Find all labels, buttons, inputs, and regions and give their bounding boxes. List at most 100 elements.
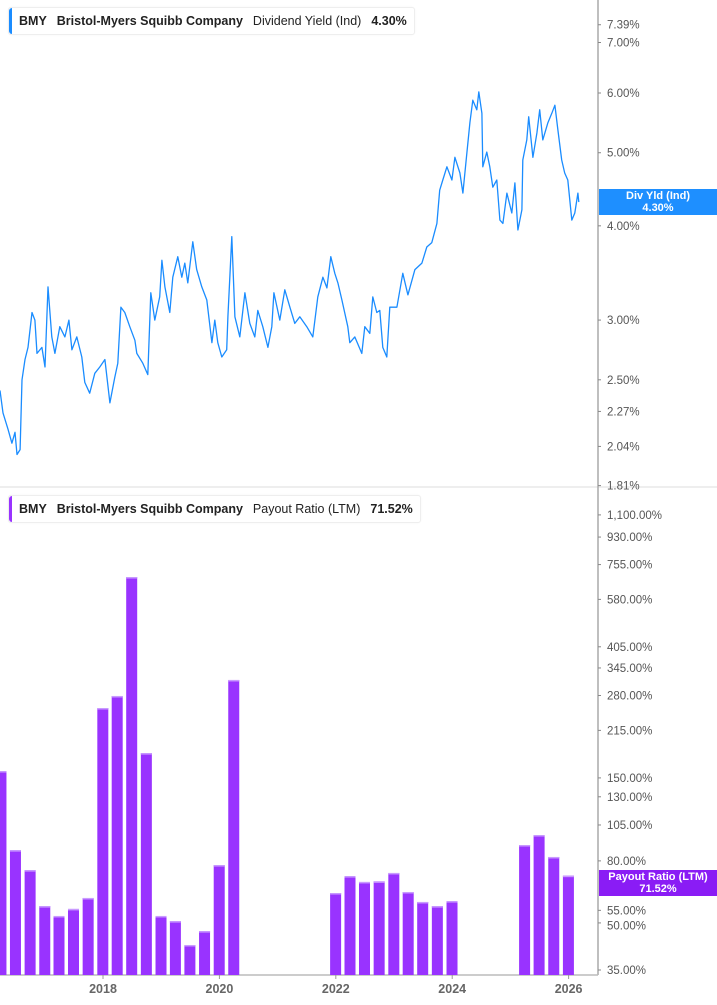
payout-ratio-bar-top [417,901,429,904]
payout-ratio-bar-top [184,944,196,947]
payout-ratio-bar-top [431,906,443,908]
payout-ratio-bar-top [82,897,94,900]
payout-ratio-bar-top [67,908,79,911]
payout-ratio-last-value-badge: Payout Ratio (LTM) 71.52% [599,870,717,896]
y-tick-label: 280.00% [607,691,652,703]
y-tick-label: 150.00% [607,773,652,785]
payout-ratio-bar [417,901,429,975]
payout-ratio-bar-top [24,870,36,872]
legend-value: 4.30% [371,14,407,28]
payout-ratio-bar [169,921,181,975]
y-tick-label: 930.00% [607,532,652,544]
y-tick-label: 5.00% [607,148,640,160]
payout-ratio-bar [562,875,574,975]
payout-ratio-bar-top [228,679,240,682]
x-tick-label: 2024 [438,982,466,996]
payout-ratio-bar [446,901,458,975]
dividend-yield-legend[interactable]: BMY Bristol-Myers Squibb Company Dividen… [8,7,415,35]
y-tick-label: 755.00% [607,560,652,572]
payout-ratio-bar-top [155,915,167,918]
payout-ratio-bar-top [126,577,138,579]
payout-ratio-bar [228,679,240,975]
y-tick-label: 4.00% [607,221,640,233]
payout-ratio-bar-top [533,835,545,837]
y-tick-label: 105.00% [607,820,652,832]
payout-ratio-bar [199,931,211,975]
legend-value: 71.52% [370,502,413,516]
payout-ratio-bar [97,708,109,975]
y-tick-label: 345.00% [607,663,652,675]
y-tick-label: 1.81% [607,481,640,493]
payout-ratio-bar [344,876,356,975]
payout-ratio-bar-top [9,850,21,852]
payout-ratio-bar [330,893,342,975]
payout-ratio-bar-top [199,931,211,933]
payout-ratio-bar-top [402,891,414,894]
payout-ratio-bar [184,944,196,975]
x-tick-label: 2026 [555,982,583,996]
payout-ratio-bar [548,856,560,975]
payout-ratio-bar [67,908,79,975]
y-tick-label: 215.00% [607,725,652,737]
payout-ratio-bar [9,850,21,975]
x-tick-label: 2020 [206,982,234,996]
payout-ratio-bar [155,915,167,975]
payout-ratio-bar [358,881,370,975]
payout-ratio-bar [213,865,225,975]
y-tick-label: 1,100.00% [607,510,662,522]
legend-company: Bristol-Myers Squibb Company [56,502,243,516]
payout-ratio-bar-top [548,856,560,859]
payout-ratio-bar-top [358,881,370,884]
payout-ratio-bar-top [446,901,458,903]
payout-ratio-bar-top [388,872,400,875]
payout-ratio-bar [0,771,7,975]
badge-value: 71.52% [639,883,677,895]
y-tick-label: 6.00% [607,88,640,100]
payout-ratio-bar-top [39,906,51,908]
payout-ratio-bar [388,872,400,975]
payout-ratio-bar-top [344,876,356,878]
legend-company: Bristol-Myers Squibb Company [56,14,243,28]
legend-metric: Dividend Yield (Ind) [252,14,362,28]
series-color-marker [9,496,12,522]
y-tick-label: 3.00% [607,315,640,327]
payout-ratio-bar-top [53,915,65,918]
payout-ratio-bar-top [0,771,7,773]
payout-ratio-bar-top [213,865,225,867]
payout-ratio-bar-top [330,893,342,895]
y-tick-label: 55.00% [607,905,646,917]
legend-ticker: BMY [19,14,47,28]
payout-ratio-bar-top [562,875,574,878]
y-tick-label: 2.27% [607,406,640,418]
badge-value: 4.30% [642,202,674,214]
dividend-yield-line [0,91,580,456]
dividend-yield-last-value-badge: Div Yld (Ind) 4.30% [599,189,717,215]
x-tick-label: 2018 [89,982,117,996]
y-tick-label: 35.00% [607,965,646,977]
payout-ratio-bar-top [140,753,152,755]
y-tick-label: 2.04% [607,441,640,453]
legend-metric: Payout Ratio (LTM) [252,502,361,516]
payout-ratio-bar [519,845,531,975]
payout-ratio-bar-top [111,695,123,698]
y-tick-label: 7.00% [607,38,640,50]
payout-ratio-bar [53,915,65,975]
y-tick-label: 7.39% [607,20,640,32]
y-tick-label: 130.00% [607,792,652,804]
y-tick-label: 80.00% [607,856,646,868]
payout-ratio-bar-top [519,845,531,847]
payout-ratio-bar [373,881,385,975]
y-tick-label: 50.00% [607,920,646,932]
payout-ratio-bar [431,906,443,975]
y-tick-label: 405.00% [607,642,652,654]
legend-ticker: BMY [19,502,47,516]
badge-label: Payout Ratio (LTM) [608,871,708,883]
payout-ratio-bar [402,891,414,975]
x-tick-label: 2022 [322,982,350,996]
payout-ratio-legend[interactable]: BMY Bristol-Myers Squibb Company Payout … [8,495,421,523]
badge-label: Div Yld (Ind) [626,190,690,202]
payout-ratio-bar [39,906,51,975]
payout-ratio-bar [140,753,152,975]
payout-ratio-bar-top [97,708,109,710]
